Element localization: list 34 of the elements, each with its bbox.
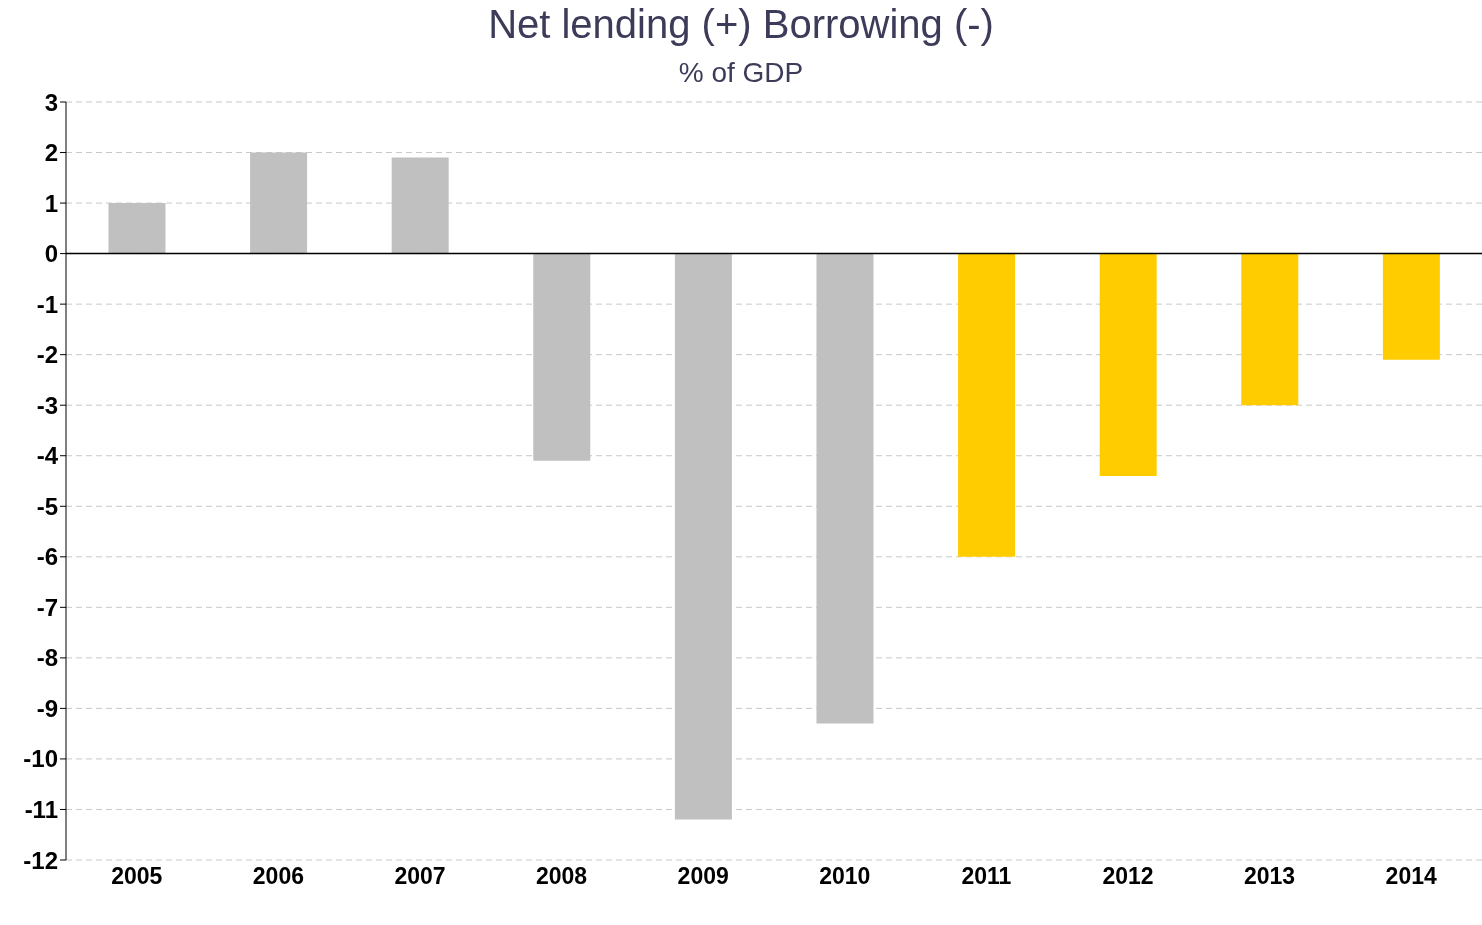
bar <box>1099 253 1157 476</box>
x-tick-label: 2010 <box>819 863 871 890</box>
y-tick-label: -9 <box>36 694 58 722</box>
y-tick-label: -7 <box>36 593 58 621</box>
y-tick-label: -12 <box>23 846 58 874</box>
x-tick-label: 2005 <box>111 863 163 890</box>
bar <box>1241 253 1299 406</box>
y-tick-label: -8 <box>36 644 58 672</box>
x-tick-label: 2007 <box>394 863 446 890</box>
y-tick-label: 0 <box>44 240 58 268</box>
bar <box>1382 253 1440 360</box>
y-tick-label: 3 <box>44 88 58 116</box>
y-tick-label: -11 <box>24 795 58 823</box>
x-tick-label: 2014 <box>1385 863 1437 890</box>
chart-subtitle: % of GDP <box>677 56 805 90</box>
y-tick-label: -2 <box>36 341 58 369</box>
x-tick-label: 2012 <box>1102 863 1154 890</box>
x-tick-label: 2011 <box>961 863 1012 890</box>
y-tick-label: 1 <box>44 189 58 217</box>
chart-title: Net lending (+) Borrowing (-) <box>487 2 995 46</box>
bar <box>958 253 1016 557</box>
x-tick-label: 2013 <box>1244 863 1296 890</box>
bar <box>674 253 732 820</box>
x-tick-label: 2009 <box>677 863 729 890</box>
y-tick-label: -5 <box>36 492 58 520</box>
x-tick-label: 2008 <box>536 863 588 890</box>
y-tick-label: -3 <box>36 391 58 419</box>
bar <box>816 253 874 724</box>
y-tick-label: -1 <box>36 290 58 318</box>
y-tick-label: -6 <box>36 543 58 571</box>
y-tick-label: -4 <box>36 442 59 470</box>
y-tick-label: 2 <box>44 139 58 167</box>
y-tick-label: -10 <box>23 745 58 773</box>
x-tick-label: 2006 <box>252 863 304 890</box>
